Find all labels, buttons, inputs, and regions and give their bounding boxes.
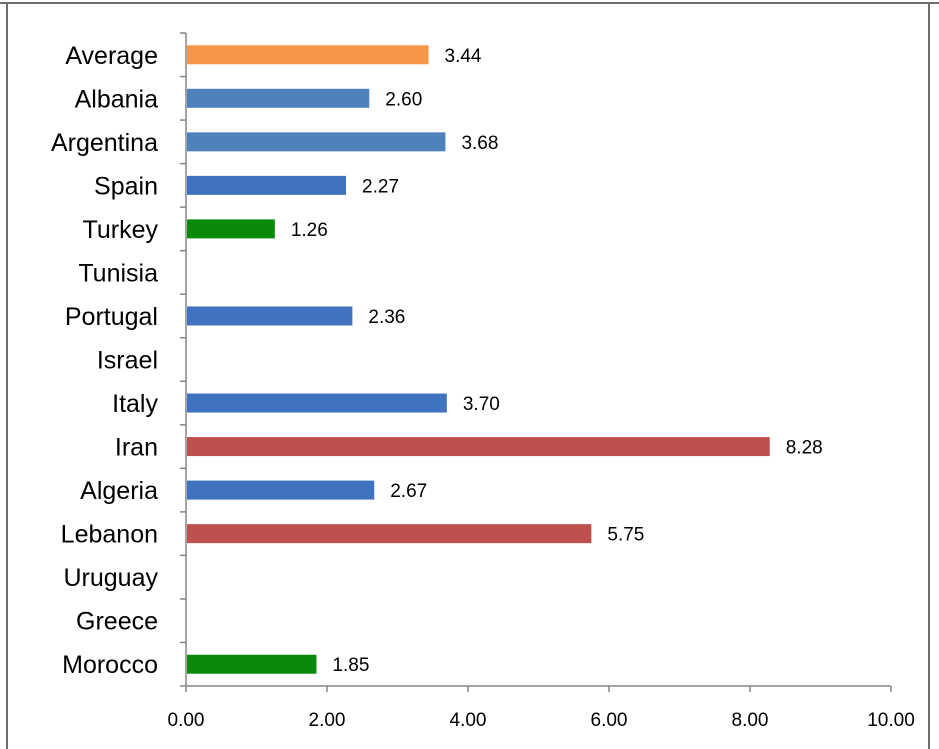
x-tick-label: 8.00 (732, 710, 769, 731)
data-label: 2.36 (368, 307, 405, 328)
x-tick-label: 0.00 (168, 710, 205, 731)
bar (187, 306, 353, 326)
category-label: Algeria (80, 477, 158, 505)
data-label: 1.26 (291, 220, 328, 241)
category-labels: Average Albania Argentina Spain Turkey Tunisi… (51, 42, 159, 679)
category-label: Morocco (62, 651, 158, 679)
bar (187, 132, 446, 152)
category-label: Spain (94, 172, 158, 200)
data-label: 3.70 (463, 394, 500, 415)
bar (187, 219, 275, 239)
data-label: 5.75 (607, 525, 644, 546)
x-tick-label: 2.00 (309, 710, 346, 731)
x-tick-label: 6.00 (591, 710, 628, 731)
bar (187, 393, 447, 413)
category-label: Tunisia (78, 259, 158, 287)
category-label: Iran (115, 434, 158, 462)
category-label: Lebanon (61, 521, 158, 549)
value-labels: 3.44 2.60 3.68 2.27 1.26 2.36 3.70 8.28 2.67 5.75… (291, 46, 823, 676)
data-label: 2.27 (362, 176, 399, 197)
x-tick-labels: 0.00 2.00 4.00 6.00 8.00 10.00 (168, 710, 915, 731)
category-label: Israel (97, 347, 158, 375)
data-label: 2.67 (390, 481, 427, 502)
category-label: Turkey (83, 216, 159, 244)
x-tick-label: 4.00 (450, 710, 487, 731)
category-label: Italy (112, 390, 158, 418)
data-label: 8.28 (786, 438, 823, 459)
category-label: Average (65, 42, 158, 70)
data-label: 2.60 (385, 89, 422, 110)
bar (187, 480, 375, 500)
category-label: Uruguay (64, 564, 159, 592)
category-label: Portugal (65, 303, 158, 331)
bar (187, 88, 370, 108)
category-label: Albania (75, 85, 158, 113)
category-label: Greece (76, 608, 158, 636)
data-label: 3.68 (461, 133, 498, 154)
bar (187, 524, 592, 544)
x-tick-label: 10.00 (867, 710, 915, 731)
bar (187, 437, 770, 457)
data-label: 3.44 (445, 46, 482, 67)
bar (187, 45, 429, 65)
data-label: 1.85 (332, 655, 369, 676)
bar (187, 654, 317, 674)
axes (180, 32, 892, 692)
bar (187, 175, 347, 195)
bars (187, 45, 770, 674)
category-label: Argentina (51, 129, 158, 157)
